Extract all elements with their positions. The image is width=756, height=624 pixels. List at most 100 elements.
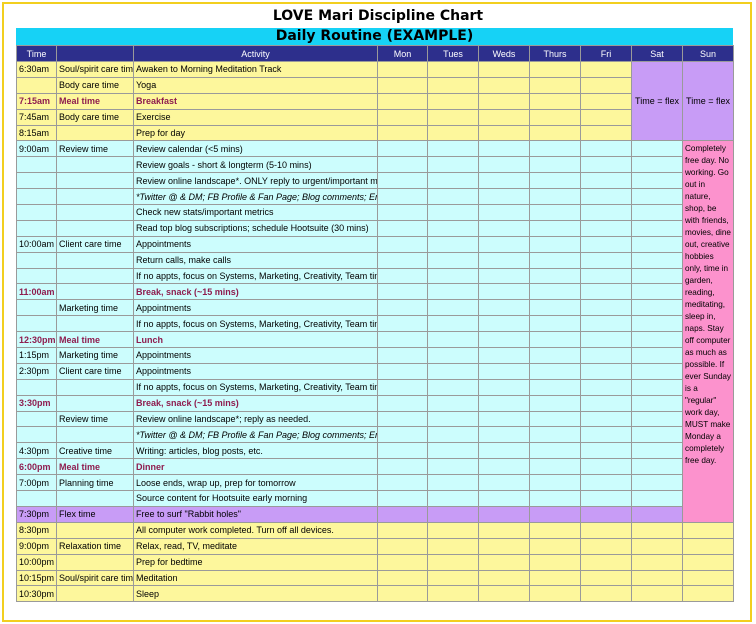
day-cell[interactable] — [631, 251, 683, 269]
day-cell[interactable] — [580, 458, 632, 476]
day-cell[interactable] — [478, 251, 530, 269]
day-cell[interactable] — [377, 204, 428, 221]
day-cell[interactable] — [478, 553, 530, 571]
day-cell[interactable] — [580, 347, 632, 364]
day-cell[interactable] — [427, 108, 479, 126]
day-cell[interactable] — [478, 474, 530, 492]
day-cell[interactable] — [580, 76, 632, 94]
day-cell[interactable] — [529, 140, 581, 158]
day-cell[interactable] — [631, 490, 683, 507]
day-cell[interactable] — [478, 426, 530, 444]
day-cell[interactable] — [427, 267, 479, 285]
day-cell[interactable] — [631, 347, 683, 364]
day-cell[interactable] — [529, 124, 581, 142]
day-cell[interactable] — [529, 378, 581, 396]
day-cell[interactable] — [580, 505, 632, 523]
day-cell[interactable] — [580, 124, 632, 142]
day-cell[interactable] — [580, 378, 632, 396]
day-cell[interactable] — [580, 410, 632, 428]
day-cell[interactable] — [377, 76, 428, 94]
day-cell[interactable] — [427, 347, 479, 364]
day-cell[interactable] — [427, 140, 479, 158]
day-cell[interactable] — [529, 76, 581, 94]
day-cell[interactable] — [529, 474, 581, 492]
day-cell[interactable] — [377, 553, 428, 571]
day-cell[interactable] — [631, 283, 683, 301]
day-cell[interactable] — [529, 251, 581, 269]
day-cell[interactable] — [478, 204, 530, 221]
day-cell[interactable] — [580, 394, 632, 412]
day-cell[interactable] — [377, 124, 428, 142]
day-cell[interactable] — [478, 124, 530, 142]
day-cell[interactable] — [529, 537, 581, 555]
day-cell[interactable] — [478, 521, 530, 539]
day-cell[interactable] — [580, 442, 632, 460]
day-cell[interactable] — [529, 490, 581, 507]
day-cell[interactable] — [631, 537, 683, 555]
day-cell[interactable] — [529, 188, 581, 206]
day-cell[interactable] — [580, 61, 632, 78]
day-cell[interactable] — [631, 521, 683, 539]
day-cell[interactable] — [427, 458, 479, 476]
day-cell[interactable] — [377, 537, 428, 555]
day-cell[interactable] — [427, 553, 479, 571]
day-cell[interactable] — [631, 267, 683, 285]
day-cell[interactable] — [529, 442, 581, 460]
day-cell[interactable] — [427, 474, 479, 492]
day-cell[interactable] — [529, 283, 581, 301]
day-cell[interactable] — [478, 378, 530, 396]
day-cell[interactable] — [631, 362, 683, 380]
day-cell[interactable] — [478, 267, 530, 285]
day-cell[interactable] — [427, 219, 479, 237]
day-cell[interactable] — [580, 235, 632, 253]
day-cell[interactable] — [377, 251, 428, 269]
day-cell[interactable] — [631, 585, 683, 603]
day-cell[interactable] — [427, 251, 479, 269]
day-cell[interactable] — [682, 585, 734, 603]
day-cell[interactable] — [631, 140, 683, 158]
day-cell[interactable] — [427, 61, 479, 78]
day-cell[interactable] — [427, 204, 479, 221]
day-cell[interactable] — [478, 347, 530, 364]
day-cell[interactable] — [631, 299, 683, 317]
day-cell[interactable] — [377, 490, 428, 507]
day-cell[interactable] — [529, 585, 581, 603]
day-cell[interactable] — [580, 569, 632, 587]
day-cell[interactable] — [580, 331, 632, 349]
day-cell[interactable] — [377, 347, 428, 364]
day-cell[interactable] — [427, 378, 479, 396]
day-cell[interactable] — [580, 553, 632, 571]
day-cell[interactable] — [478, 188, 530, 206]
day-cell[interactable] — [478, 76, 530, 94]
day-cell[interactable] — [377, 569, 428, 587]
day-cell[interactable] — [580, 537, 632, 555]
day-cell[interactable] — [377, 394, 428, 412]
day-cell[interactable] — [427, 537, 479, 555]
day-cell[interactable] — [478, 172, 530, 190]
day-cell[interactable] — [631, 474, 683, 492]
day-cell[interactable] — [631, 315, 683, 333]
day-cell[interactable] — [427, 585, 479, 603]
day-cell[interactable] — [377, 140, 428, 158]
day-cell[interactable] — [529, 172, 581, 190]
day-cell[interactable] — [529, 235, 581, 253]
day-cell[interactable] — [478, 108, 530, 126]
day-cell[interactable] — [580, 490, 632, 507]
day-cell[interactable] — [377, 283, 428, 301]
day-cell[interactable] — [427, 331, 479, 349]
day-cell[interactable] — [377, 299, 428, 317]
day-cell[interactable] — [580, 474, 632, 492]
day-cell[interactable] — [631, 331, 683, 349]
day-cell[interactable] — [682, 553, 734, 571]
day-cell[interactable] — [478, 235, 530, 253]
day-cell[interactable] — [580, 299, 632, 317]
day-cell[interactable] — [427, 156, 479, 174]
day-cell[interactable] — [377, 219, 428, 237]
day-cell[interactable] — [529, 267, 581, 285]
day-cell[interactable] — [631, 156, 683, 174]
day-cell[interactable] — [529, 92, 581, 110]
day-cell[interactable] — [580, 156, 632, 174]
day-cell[interactable] — [478, 219, 530, 237]
day-cell[interactable] — [427, 283, 479, 301]
day-cell[interactable] — [377, 61, 428, 78]
